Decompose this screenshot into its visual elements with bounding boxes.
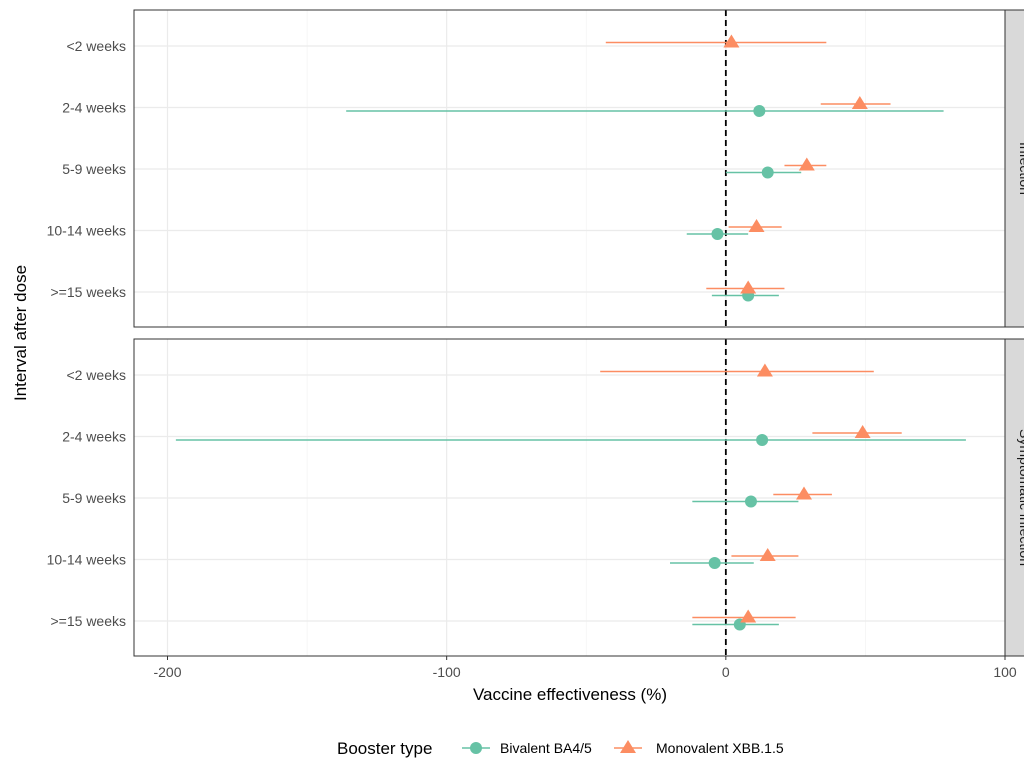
y-tick-label: 2-4 weeks (62, 429, 126, 445)
x-tick-label: 0 (722, 664, 730, 680)
y-tick-label: >=15 weeks (51, 613, 127, 629)
facet-strip (1004, 338, 1024, 657)
point-estimate (759, 548, 776, 561)
y-tick-label: 10-14 weeks (47, 552, 126, 568)
legend-key-symbol (470, 742, 482, 754)
y-tick-label: 5-9 weeks (62, 490, 126, 506)
point-estimate (748, 219, 765, 232)
x-axis: -200 -100 0 100 (153, 656, 1017, 680)
point-estimate (854, 425, 871, 438)
point-estimate (744, 495, 757, 508)
y-tick-label: <2 weeks (66, 38, 126, 54)
legend-entry-label: Bivalent BA4/5 (500, 740, 592, 756)
point-estimate (756, 434, 769, 446)
y-tick-label: 2-4 weeks (62, 100, 126, 116)
y-tick-label: 5-9 weeks (62, 161, 126, 177)
y-tick-label: >=15 weeks (51, 284, 127, 300)
point-estimate (711, 228, 724, 240)
point-estimate (851, 96, 868, 109)
point-estimate (756, 363, 773, 377)
facet-strip-label: Symptomatic infection (1017, 429, 1024, 566)
facet-strip-label: Infection (1017, 142, 1024, 195)
legend-entry-label: Monovalent XBB.1.5 (656, 740, 784, 756)
point-estimate (723, 34, 740, 48)
x-axis-title: Vaccine effectiveness (%) (473, 685, 667, 704)
point-estimate (740, 280, 757, 294)
x-tick-label: -100 (433, 664, 461, 680)
x-tick-label: -200 (153, 664, 181, 680)
panel: <2 weeks 2-4 weeks 5-9 weeks 10-14 weeks >=1… (47, 9, 1024, 328)
point-estimate (753, 105, 766, 117)
x-tick-label: 100 (993, 664, 1017, 680)
y-tick-label: <2 weeks (66, 367, 126, 383)
legend: Booster type Bivalent BA4/5 Monovalent XB… (337, 739, 784, 758)
point-estimate (796, 486, 812, 500)
panels-layer: <2 weeks 2-4 weeks 5-9 weeks 10-14 weeks >=1… (47, 9, 1024, 657)
point-estimate (740, 609, 757, 623)
legend-key-symbol (620, 740, 636, 753)
point-estimate (761, 166, 774, 179)
facet-strip (1004, 9, 1024, 328)
point-estimate (798, 157, 815, 171)
y-tick-label: 10-14 weeks (47, 223, 126, 239)
panel: <2 weeks 2-4 weeks 5-9 weeks 10-14 weeks >=1… (47, 338, 1024, 657)
y-axis-title: Interval after dose (11, 265, 30, 401)
point-estimate (708, 557, 721, 569)
legend-title: Booster type (337, 739, 432, 758)
